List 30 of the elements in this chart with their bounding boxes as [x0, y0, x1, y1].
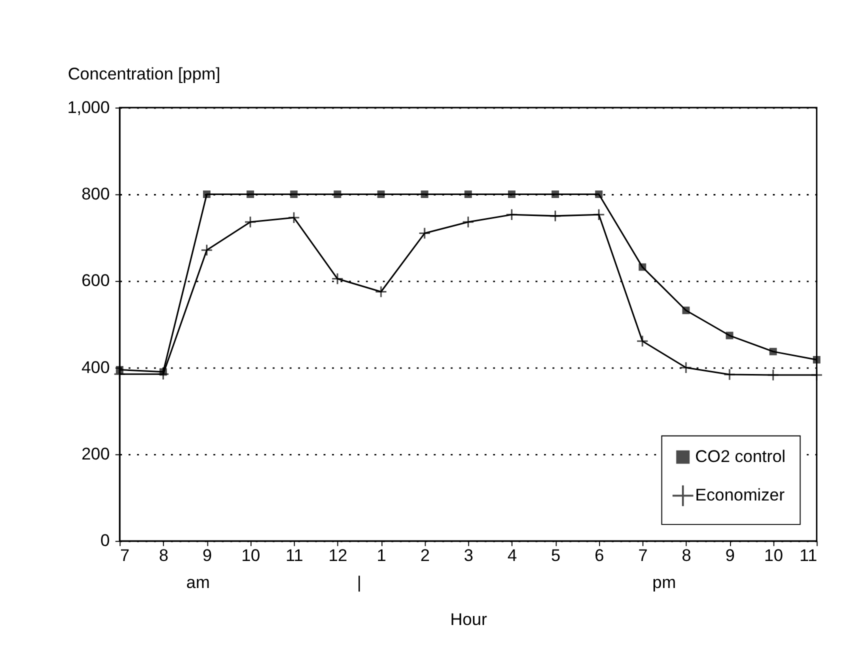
text: pm: [652, 573, 676, 592]
y-tick-label: 200: [81, 444, 110, 464]
x-axis-title: Hour: [450, 610, 488, 630]
x-tick-label: 8: [682, 546, 692, 566]
text: |: [357, 573, 362, 592]
x-tick-label: 11: [286, 546, 304, 566]
legend-label: CO2 control: [695, 446, 786, 466]
y-tick-label: 400: [81, 358, 110, 377]
y-tick-label: 0: [100, 531, 110, 550]
legend-label: Economizer: [695, 485, 785, 504]
x-tick-label: 9: [725, 546, 735, 566]
y-axis-title: Concentration [ppm]: [68, 64, 220, 84]
x-tick-label: 12: [328, 546, 348, 566]
y-tick-label: 1,000: [67, 98, 110, 117]
x-tick-label: 7: [638, 546, 648, 566]
y-tick-label: 800: [81, 184, 110, 204]
x-tick-label: 5: [551, 546, 560, 566]
x-tick-label: 1: [376, 546, 386, 566]
x-tick-label: 7: [120, 546, 130, 566]
text: am: [186, 573, 210, 592]
x-tick-label: 4: [507, 546, 517, 566]
y-tick-label: 600: [81, 271, 110, 290]
x-tick-label: 2: [420, 546, 430, 566]
x-tick-label: 8: [158, 546, 168, 566]
x-tick-label: 11: [800, 546, 818, 566]
x-tick-label: 10: [241, 546, 260, 566]
x-tick-label: 6: [594, 546, 604, 566]
x-tick-label: 9: [202, 546, 212, 566]
x-tick-label: 3: [464, 546, 474, 566]
x-tick-label: 10: [764, 546, 784, 566]
